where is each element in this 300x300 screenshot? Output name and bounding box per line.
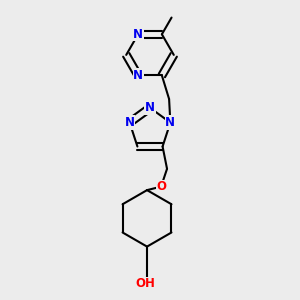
Text: N: N (124, 116, 135, 129)
Text: O: O (156, 180, 166, 193)
Text: N: N (165, 116, 176, 129)
Text: N: N (145, 101, 155, 114)
Text: N: N (133, 28, 143, 41)
Text: OH: OH (136, 277, 155, 290)
Text: N: N (133, 69, 143, 82)
